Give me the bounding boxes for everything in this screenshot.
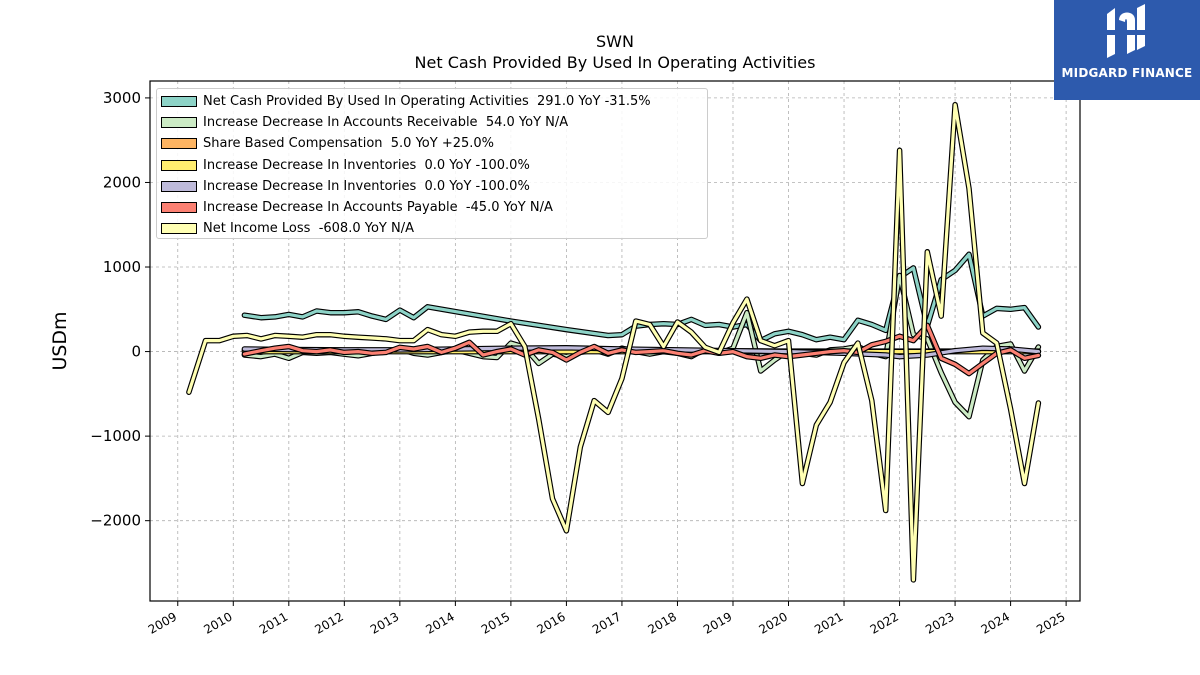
x-tick-label: 2009 — [146, 609, 179, 636]
chart-title: SWN — [596, 32, 634, 51]
x-tick-label: 2017 — [590, 609, 623, 636]
legend-swatch — [161, 138, 197, 150]
legend-label: Increase Decrease In Accounts Payable -4… — [203, 200, 553, 216]
x-tick-label: 2024 — [979, 609, 1012, 636]
x-tick-label: 2025 — [1034, 609, 1067, 636]
brand-mark-icon — [1105, 4, 1149, 58]
x-tick-label: 2018 — [646, 609, 679, 636]
x-tick-label: 2013 — [368, 609, 401, 636]
x-tick-label: 2023 — [923, 609, 956, 636]
y-tick-label: 0 — [131, 343, 141, 361]
x-axis: 2009 2010 2011 2012 2013 2014 2015 2016 2017 2018… — [146, 601, 1068, 637]
legend-label: Net Income Loss -608.0 YoY N/A — [203, 221, 414, 237]
series-line-6 — [187, 103, 1041, 582]
legend-item: Increase Decrease In Inventories 0.0 YoY… — [161, 155, 707, 176]
y-tick-label: 3000 — [103, 89, 141, 107]
brand-logo: MIDGARD FINANCE — [1054, 0, 1200, 100]
y-tick-label: −1000 — [90, 427, 141, 445]
x-tick-label: 2011 — [257, 609, 290, 636]
legend-item: Increase Decrease In Accounts Receivable… — [161, 112, 707, 133]
y-tick-label: −2000 — [90, 512, 141, 530]
x-tick-label: 2019 — [701, 609, 734, 636]
chart-subtitle: Net Cash Provided By Used In Operating A… — [415, 53, 816, 72]
x-tick-label: 2020 — [757, 609, 790, 636]
x-tick-label: 2014 — [423, 609, 456, 636]
legend-item: Increase Decrease In Accounts Payable -4… — [161, 197, 707, 218]
x-tick-label: 2021 — [812, 609, 845, 636]
series-lines — [186, 101, 1042, 583]
x-tick-label: 2015 — [479, 609, 512, 636]
legend-label: Increase Decrease In Inventories 0.0 YoY… — [203, 157, 530, 173]
brand-name: MIDGARD FINANCE — [1061, 66, 1193, 80]
legend-swatch — [161, 202, 197, 214]
legend-item: Net Income Loss -608.0 YoY N/A — [161, 218, 707, 239]
legend-swatch — [161, 96, 197, 108]
x-tick-label: 2012 — [312, 609, 345, 636]
legend-swatch — [161, 159, 197, 171]
legend-item: Share Based Compensation 5.0 YoY +25.0% — [161, 133, 707, 154]
chart-legend: Net Cash Provided By Used In Operating A… — [156, 88, 708, 239]
x-tick-label: 2016 — [534, 609, 567, 636]
y-tick-label: 1000 — [103, 258, 141, 276]
legend-swatch — [161, 223, 197, 235]
legend-item: Increase Decrease In Inventories 0.0 YoY… — [161, 176, 707, 197]
legend-label: Share Based Compensation 5.0 YoY +25.0% — [203, 136, 495, 152]
legend-label: Increase Decrease In Inventories 0.0 YoY… — [203, 178, 530, 194]
series-line-0 — [242, 252, 1041, 343]
x-tick-label: 2022 — [868, 609, 901, 636]
legend-swatch — [161, 117, 197, 129]
plot-frame — [149, 80, 1081, 602]
y-axis-label: USDm — [49, 311, 71, 370]
y-axis: −2000 −1000 0 1000 2000 3000 — [90, 89, 150, 530]
legend-item: Net Cash Provided By Used In Operating A… — [161, 91, 707, 112]
x-tick-label: 2010 — [201, 609, 234, 636]
legend-swatch — [161, 180, 197, 192]
legend-label: Net Cash Provided By Used In Operating A… — [203, 94, 651, 110]
legend-label: Increase Decrease In Accounts Receivable… — [203, 115, 569, 131]
y-tick-label: 2000 — [103, 173, 141, 191]
